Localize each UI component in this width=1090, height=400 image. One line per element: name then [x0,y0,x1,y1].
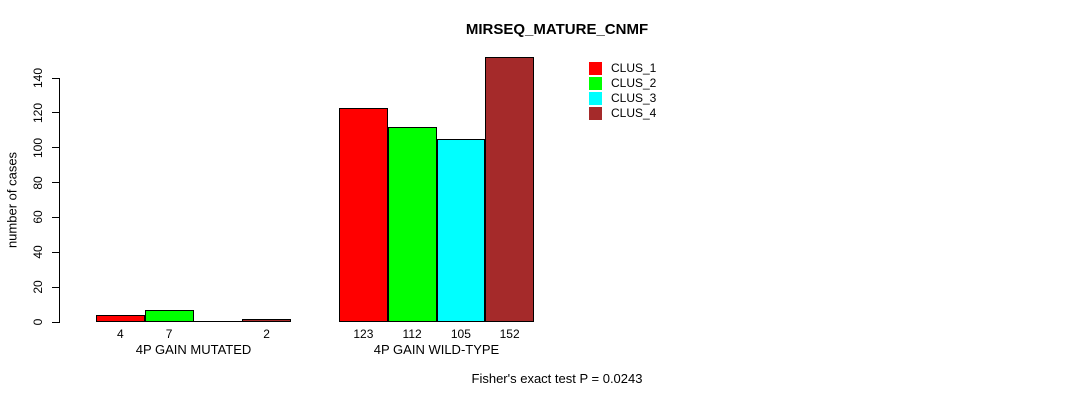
y-tick-label: 20 [31,280,45,294]
legend-label-clus_3: CLUS_3 [611,91,657,105]
y-tick-label: 120 [31,102,45,123]
bar-clus_2-group1 [144,309,194,322]
bar-value-label: 112 [402,327,422,341]
legend-swatch-clus_3 [589,91,602,105]
y-tick-mark [52,77,59,79]
y-axis-line [59,78,60,323]
legend-swatch-clus_1 [589,61,602,75]
bar-value-label: 7 [165,327,173,341]
bar-value-label: 152 [499,327,520,341]
x-category-label: 4P GAIN MUTATED [135,342,252,357]
y-tick-label: 140 [31,67,45,89]
bar-clus_2-group2 [387,126,437,322]
y-tick-label: 60 [31,210,45,225]
x-category-label: 4P GAIN WILD-TYPE [373,342,500,357]
bar-value-label: 2 [263,327,270,341]
y-tick-mark [52,251,59,253]
legend-label-clus_2: CLUS_2 [611,76,657,90]
y-tick-label: 100 [31,137,45,158]
bar-clus_1-group2 [339,107,388,322]
bar-clus_3-group2 [436,139,486,322]
y-tick-mark [52,182,59,184]
y-tick-mark [52,216,59,218]
y-tick-label: 0 [31,318,45,326]
y-tick-mark [52,112,59,114]
bar-value-label: 4 [117,327,124,341]
bar-value-label: 123 [353,327,374,341]
bar-clus_3-group1 [193,321,243,322]
legend-label-clus_4: CLUS_4 [611,106,657,120]
y-tick-label: 40 [31,245,45,259]
chart-title: MIRSEQ_MATURE_CNMF [465,21,649,38]
y-tick-mark [52,147,59,149]
y-axis-label: number of cases [4,151,20,249]
legend-swatch-clus_2 [589,76,602,90]
bar-clus_1-group1 [96,315,145,322]
bar-value-label: 105 [450,327,471,341]
y-tick-label: 80 [31,175,45,190]
stat-annotation: Fisher's exact test P = 0.0243 [471,371,643,386]
bar-clus_4-group1 [242,318,291,322]
legend-label-clus_1: CLUS_1 [611,61,657,75]
y-tick-mark [52,286,59,288]
bar-clus_4-group2 [485,57,534,322]
y-tick-mark [52,321,59,323]
legend-swatch-clus_4 [589,106,602,120]
